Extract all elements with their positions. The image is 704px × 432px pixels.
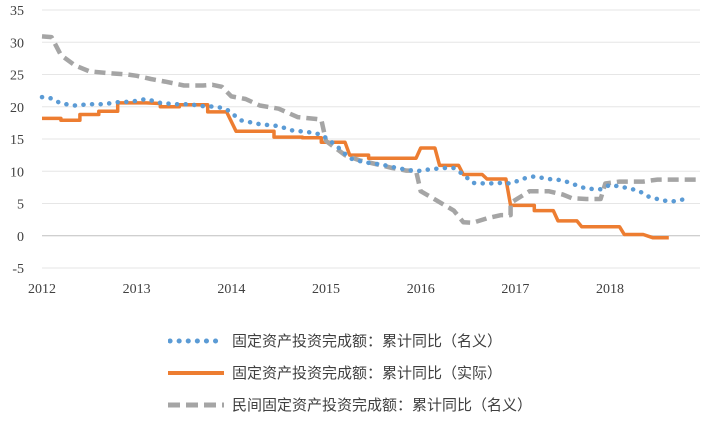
x-tick-label: 2016 [407,282,435,297]
legend-label-private: 民间固定资产投资完成额：累计同比（名义） [232,396,533,414]
y-tick-label: 10 [10,165,24,180]
x-tick-label: 2018 [596,282,624,297]
series-line-nominal [39,94,689,204]
series-line-private [41,34,700,226]
y-tick-label: 5 [17,198,24,213]
legend-swatch-dashed-gray [168,402,224,408]
y-tick-label: 35 [10,4,24,19]
y-tick-label: 20 [10,101,24,116]
legend-swatch-solid-orange [168,371,224,375]
x-axis-ticks: 2012 2013 2014 2015 2016 2017 2018 [28,282,624,297]
legend-swatch-dotted-blue [168,338,224,344]
y-tick-label: 15 [10,133,24,148]
series-line-real [42,101,669,240]
x-tick-label: 2012 [28,282,56,297]
y-tick-label: 0 [17,230,24,245]
y-tick-label: -5 [12,262,24,277]
x-tick-label: 2015 [312,282,340,297]
legend-label-real: 固定资产投资完成额：累计同比（实际） [232,364,503,382]
gridlines [42,9,700,269]
x-tick-label: 2017 [501,282,529,297]
y-tick-label: 25 [10,69,24,84]
series-lines [39,34,700,240]
legend-label-nominal: 固定资产投资完成额：累计同比（名义） [232,332,503,350]
y-axis-ticks: -5 0 5 10 15 20 25 30 35 [10,4,24,277]
x-tick-label: 2014 [217,282,245,297]
x-tick-label: 2013 [123,282,151,297]
y-tick-label: 30 [10,36,24,51]
